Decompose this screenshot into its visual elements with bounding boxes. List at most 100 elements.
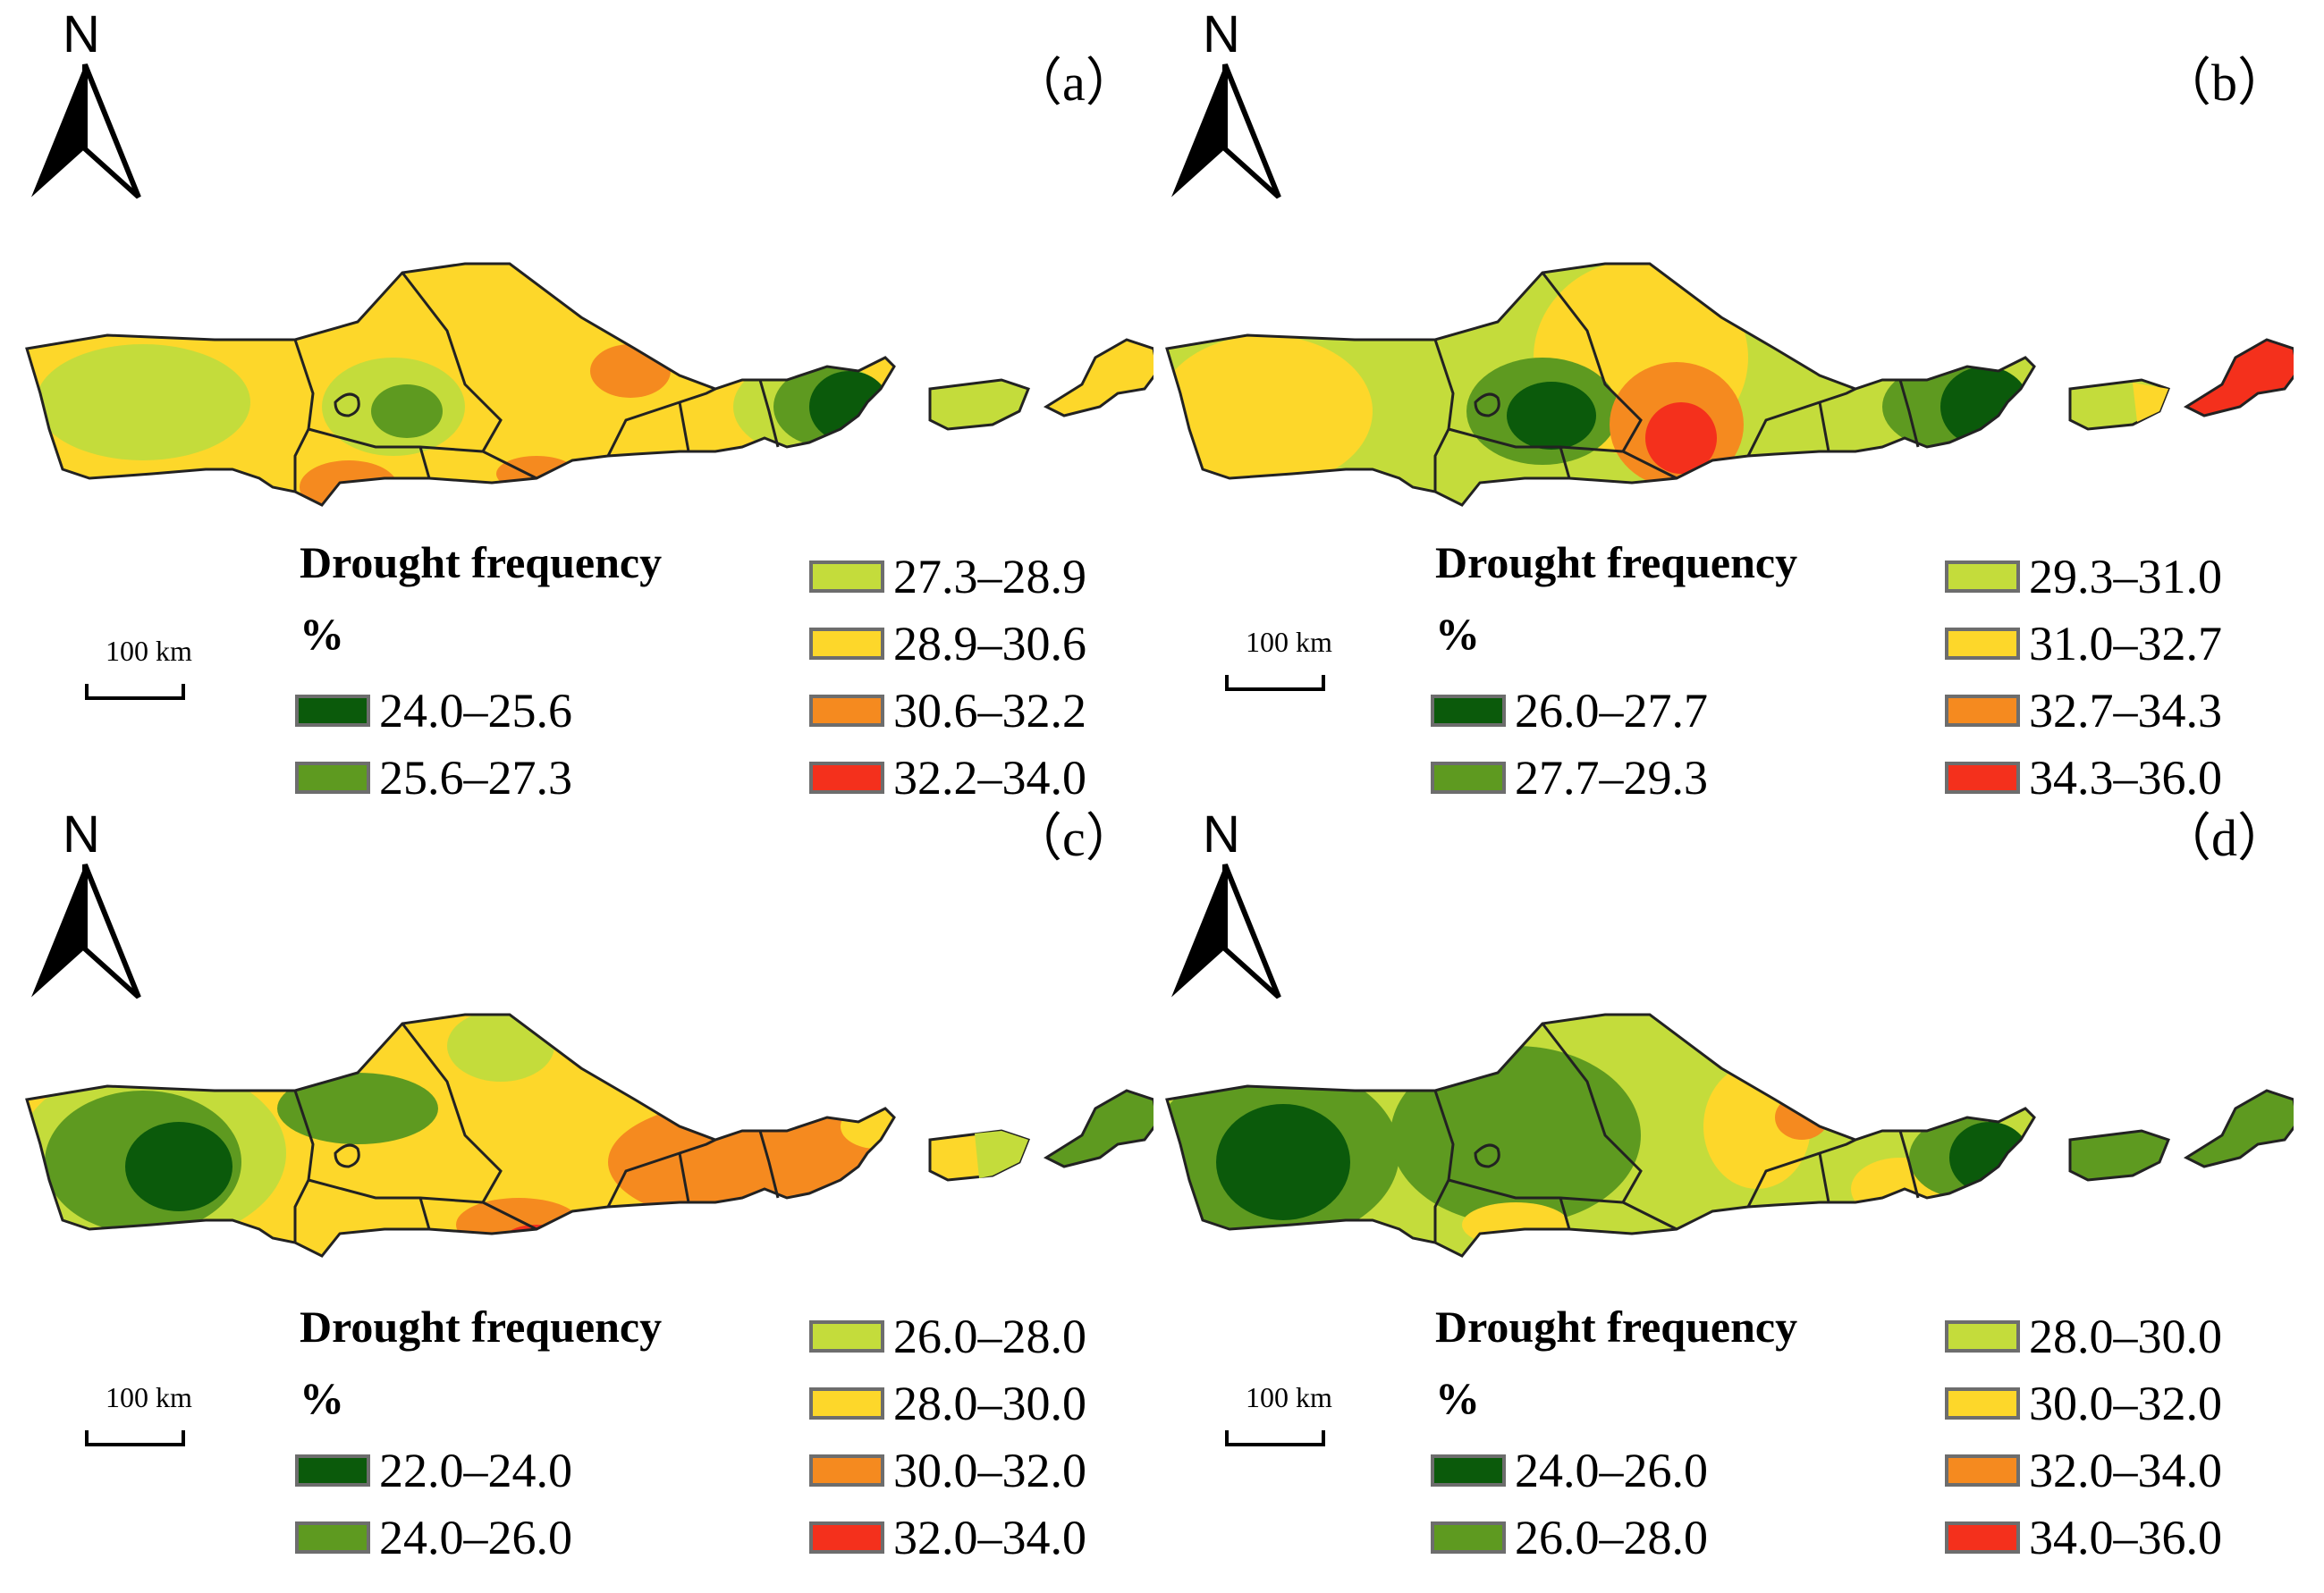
- legend-label: 32.2–34.0: [893, 751, 1086, 805]
- scale-bar: 100 km: [76, 1381, 201, 1453]
- legend-swatch: [809, 762, 884, 794]
- legend-swatch: [1945, 560, 2020, 593]
- legend-item: 28.0–30.0: [809, 1377, 1086, 1430]
- legend-swatch: [1945, 1521, 2020, 1554]
- legend-item: 22.0–24.0: [295, 1444, 572, 1497]
- north-arrow: N: [27, 809, 143, 1006]
- legend-item: 31.0–32.7: [1945, 617, 2222, 670]
- legend-label: 27.3–28.9: [893, 550, 1086, 603]
- legend-label: 27.7–29.3: [1515, 751, 1708, 805]
- scale-label: 100 km: [106, 1381, 192, 1413]
- legend-label: 34.3–36.0: [2029, 751, 2222, 805]
- north-arrow-icon: [31, 63, 141, 199]
- legend-swatch: [1945, 762, 2020, 794]
- drought-map: [25, 1013, 1154, 1258]
- panel-label: （c）: [1010, 809, 1137, 867]
- north-letter: N: [63, 5, 100, 63]
- north-arrow-icon: [31, 864, 141, 999]
- drought-map: [1165, 262, 2294, 507]
- legend-label: 29.3–31.0: [2029, 550, 2222, 603]
- north-arrow: N: [1167, 9, 1283, 206]
- legend-label: 24.0–26.0: [1515, 1444, 1708, 1497]
- legend-label: 32.7–34.3: [2029, 684, 2222, 738]
- panel-label: （a）: [1010, 54, 1137, 112]
- legend-swatch: [1945, 695, 2020, 727]
- legend-item: 34.0–36.0: [1945, 1511, 2222, 1564]
- legend-swatch: [1431, 762, 1506, 794]
- north-arrow-icon: [1171, 864, 1281, 999]
- drought-map: [25, 262, 1154, 507]
- north-arrow-icon: [1171, 63, 1281, 199]
- north-letter: N: [63, 805, 100, 864]
- legend-label: 28.9–30.6: [893, 617, 1086, 670]
- legend-item: 28.0–30.0: [1945, 1310, 2222, 1363]
- legend-unit: %: [300, 1373, 344, 1423]
- legend-swatch: [809, 628, 884, 660]
- legend-item: 26.0–28.0: [1431, 1511, 1708, 1564]
- legend-label: 30.6–32.2: [893, 684, 1086, 738]
- legend-label: 24.0–25.6: [379, 684, 572, 738]
- legend-item: 25.6–27.3: [295, 751, 572, 805]
- scale-bar-line: [85, 684, 185, 700]
- legend-swatch: [295, 695, 370, 727]
- legend-label: 22.0–24.0: [379, 1444, 572, 1497]
- legend-item: 30.6–32.2: [809, 684, 1086, 738]
- legend-label: 30.0–32.0: [2029, 1377, 2222, 1430]
- legend-label: 28.0–30.0: [2029, 1310, 2222, 1363]
- legend-unit: %: [1435, 1373, 1480, 1423]
- legend-unit: %: [300, 609, 344, 659]
- legend-item: 32.0–34.0: [1945, 1444, 2222, 1497]
- legend-item: 28.9–30.6: [809, 617, 1086, 670]
- scale-bar-line: [1225, 1430, 1325, 1446]
- north-arrow: N: [1167, 809, 1283, 1006]
- legend-swatch: [1945, 1320, 2020, 1353]
- legend-swatch: [1431, 1454, 1506, 1487]
- legend-label: 28.0–30.0: [893, 1377, 1086, 1430]
- legend-swatch: [809, 1521, 884, 1554]
- legend-label: 25.6–27.3: [379, 751, 572, 805]
- legend-label: 32.0–34.0: [893, 1511, 1086, 1564]
- panel-label: （b）: [2159, 54, 2290, 112]
- legend-item: 27.3–28.9: [809, 550, 1086, 603]
- legend-item: 24.0–26.0: [295, 1511, 572, 1564]
- legend-item: 26.0–28.0: [809, 1310, 1086, 1363]
- legend-swatch: [809, 560, 884, 593]
- legend-item: 32.0–34.0: [809, 1511, 1086, 1564]
- legend-item: 32.7–34.3: [1945, 684, 2222, 738]
- legend-item: 24.0–25.6: [295, 684, 572, 738]
- legend-item: 29.3–31.0: [1945, 550, 2222, 603]
- legend-item: 30.0–32.0: [809, 1444, 1086, 1497]
- legend-swatch: [295, 1454, 370, 1487]
- legend-swatch: [1945, 1387, 2020, 1420]
- legend-label: 34.0–36.0: [2029, 1511, 2222, 1564]
- legend-label: 26.0–27.7: [1515, 684, 1708, 738]
- legend-unit: %: [1435, 609, 1480, 659]
- legend-swatch: [809, 1387, 884, 1420]
- legend-title: Drought frequency: [1435, 537, 1798, 587]
- legend-label: 26.0–28.0: [1515, 1511, 1708, 1564]
- legend-item: 27.7–29.3: [1431, 751, 1708, 805]
- legend-swatch: [809, 1454, 884, 1487]
- legend-item: 34.3–36.0: [1945, 751, 2222, 805]
- north-letter: N: [1203, 5, 1240, 63]
- panel-b: （b） N 100 km: [1140, 0, 2294, 805]
- panel-d: （d） N 100 km: [1140, 787, 2294, 1564]
- legend-title: Drought frequency: [300, 537, 663, 587]
- panel-a: （a） N 10: [0, 0, 1154, 805]
- legend-swatch: [1945, 628, 2020, 660]
- legend-item: 30.0–32.0: [1945, 1377, 2222, 1430]
- legend-item: 24.0–26.0: [1431, 1444, 1708, 1497]
- scale-label: 100 km: [1246, 626, 1332, 658]
- scale-bar: 100 km: [76, 635, 201, 706]
- legend-label: 31.0–32.7: [2029, 617, 2222, 670]
- legend-swatch: [1945, 1454, 2020, 1487]
- panel-c: （c） N: [0, 787, 1154, 1564]
- legend-label: 24.0–26.0: [379, 1511, 572, 1564]
- legend-swatch: [295, 1521, 370, 1554]
- drought-map: [1165, 1013, 2294, 1258]
- panel-label: （d）: [2159, 809, 2290, 867]
- scale-label: 100 km: [1246, 1381, 1332, 1413]
- legend-swatch: [809, 1320, 884, 1353]
- legend-swatch: [1431, 1521, 1506, 1554]
- scale-bar: 100 km: [1216, 1381, 1341, 1453]
